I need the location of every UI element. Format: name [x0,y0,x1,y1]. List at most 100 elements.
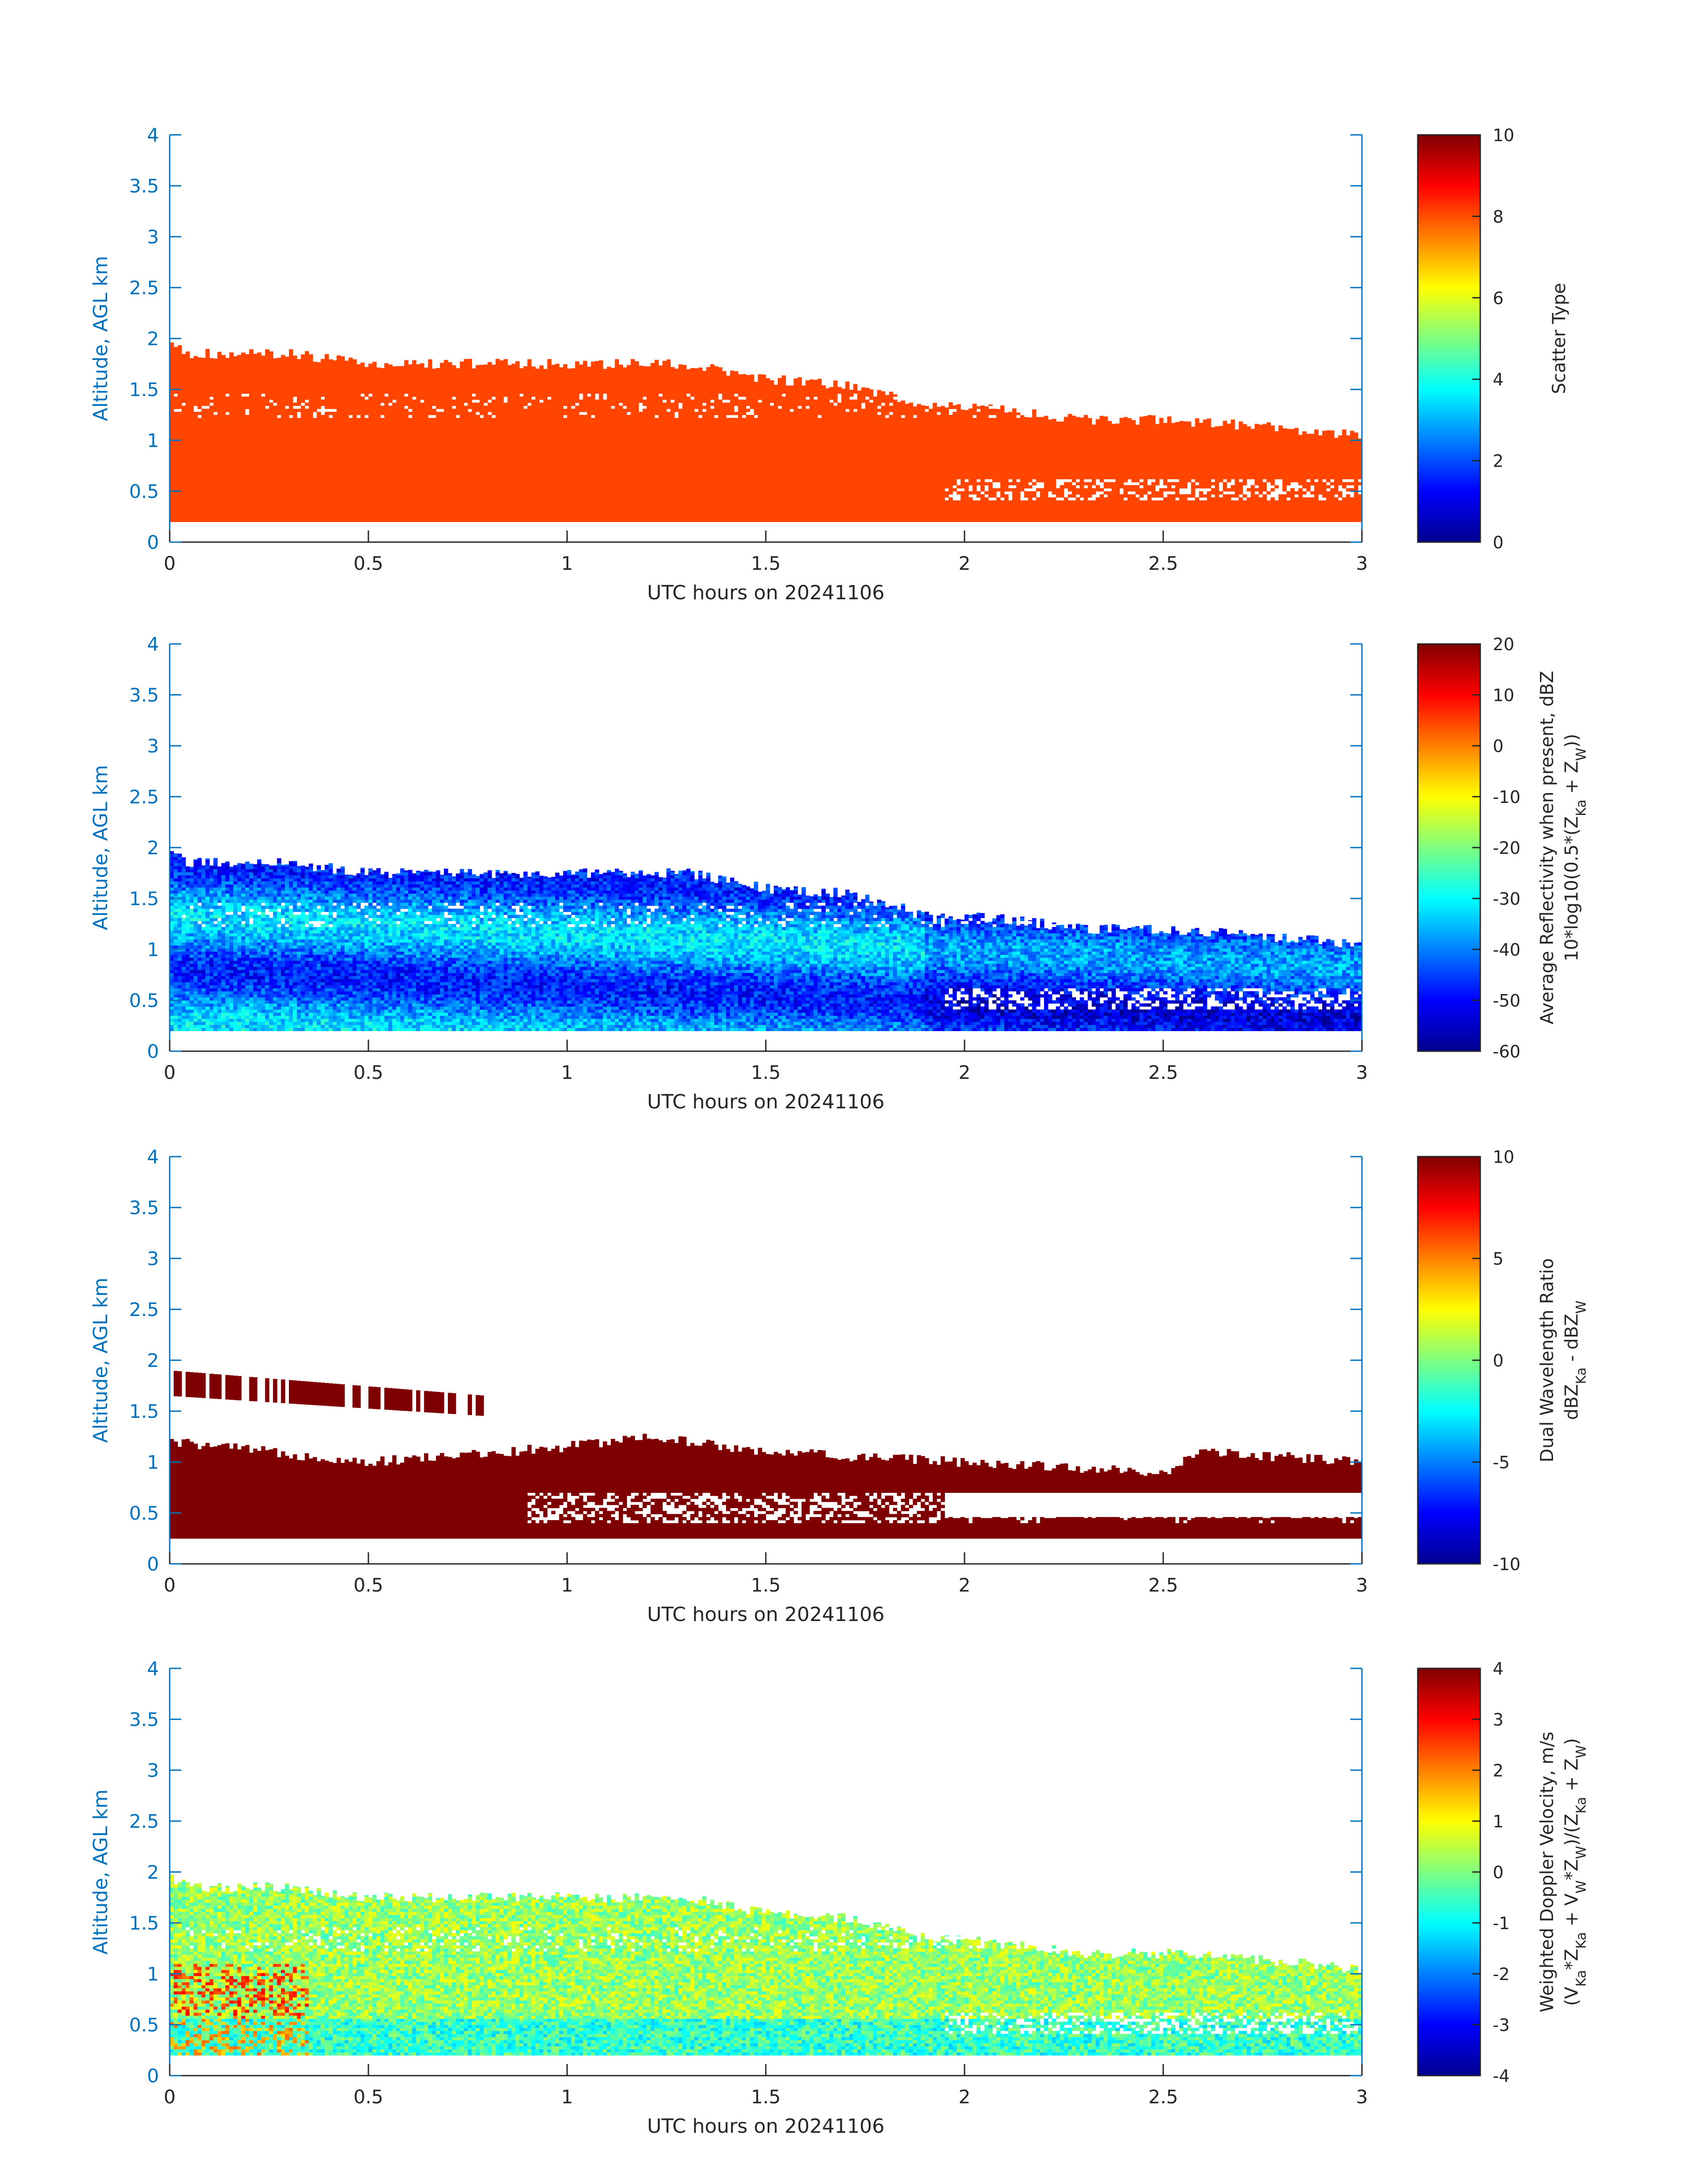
heatmap-cell [197,976,202,979]
heatmap-cell [281,970,285,973]
heatmap-cell [281,881,285,884]
heatmap-cell [253,967,258,970]
heatmap-cell [289,997,293,1000]
heatmap-cell [1215,426,1219,522]
heatmap-cell [241,896,246,899]
heatmap-cell [285,909,289,912]
heatmap-cell [226,945,230,949]
heatmap-cell [174,894,178,897]
heatmap-cell [257,1015,262,1019]
heatmap-cell [209,884,214,887]
heatmap-cell [317,890,321,894]
heatmap-cell [237,927,242,930]
heatmap-cell [329,945,333,949]
heatmap-cell [472,403,476,522]
heatmap-cell [178,866,182,869]
heatmap-cell [1310,491,1315,494]
heatmap-cell [249,915,254,918]
heatmap-cell [221,945,226,949]
heatmap-cell [305,927,309,930]
heatmap-cell [360,988,365,991]
heatmap-cell [412,939,417,942]
heatmap-cell [424,933,429,936]
heatmap-cell [325,942,329,945]
heatmap-cell [257,869,262,872]
heatmap-cell [178,924,182,927]
heatmap-cell [277,358,281,415]
heatmap-cell [226,869,230,872]
heatmap-cell [297,927,301,930]
heatmap-cell [392,942,397,945]
heatmap-cell [273,973,277,976]
heatmap-cell [253,887,258,890]
heatmap-cell [424,368,429,522]
heatmap-cell [480,952,484,955]
heatmap-cell [360,994,365,997]
heatmap-cell [408,979,413,982]
heatmap-cell [384,397,389,522]
heatmap-cell [226,930,230,933]
heatmap-cell [484,1012,488,1015]
heatmap-cell [985,491,989,494]
heatmap-cell [352,1010,357,1013]
heatmap-cell [388,930,393,933]
heatmap-cell [468,909,472,912]
heatmap-cell [217,1000,222,1003]
heatmap-cell [484,1019,488,1022]
heatmap-cell [1040,417,1044,482]
heatmap-cell [321,970,325,973]
heatmap-cell [416,997,421,1000]
heatmap-cell [456,933,460,936]
heatmap-cell [261,997,266,1000]
heatmap-cell [241,872,246,875]
heatmap-cell [1020,415,1025,492]
heatmap-cell [285,1000,289,1003]
heatmap-cell [408,949,413,952]
heatmap-cell [245,1022,250,1025]
heatmap-cell [337,355,341,522]
heatmap-cell [337,973,341,976]
heatmap-cell [329,418,333,522]
heatmap-cell [360,991,365,994]
heatmap-cell [209,979,214,982]
heatmap-cell [368,1012,373,1015]
heatmap-cell [301,976,305,979]
heatmap-cell [209,869,214,872]
heatmap-cell [237,884,242,887]
heatmap-cell [352,988,357,991]
heatmap-cell [301,942,305,945]
heatmap-cell [416,976,421,979]
heatmap-cell [321,870,325,872]
heatmap-cell [1000,405,1005,497]
heatmap-cell [277,921,281,924]
heatmap-cell [257,970,262,973]
heatmap-cell [1334,497,1339,522]
heatmap-cell [897,402,902,522]
heatmap-cell [444,997,448,1000]
heatmap-cell [861,409,866,522]
heatmap-cell [313,930,317,933]
heatmap-cell [420,930,425,933]
heatmap-cell [392,949,397,952]
heatmap-cell [174,412,178,522]
heatmap-cell [182,933,186,936]
heatmap-cell [337,985,341,988]
heatmap-cell [337,964,341,967]
heatmap-cell [420,961,425,964]
heatmap-cell [277,906,281,909]
heatmap-cell [392,957,397,961]
heatmap-cell [313,881,317,884]
heatmap-cell [400,921,405,924]
heatmap-cell [313,1003,317,1007]
heatmap-cell [233,964,238,967]
heatmap-cell [345,875,349,876]
heatmap-cell [221,896,226,899]
heatmap-cell [317,896,321,899]
heatmap-cell [265,1000,270,1003]
heatmap-cell [221,1000,226,1003]
heatmap-cell [305,985,309,988]
heatmap-cell [392,964,397,967]
heatmap-cell [325,939,329,942]
heatmap-cell [416,924,421,927]
heatmap-cell [217,899,222,903]
